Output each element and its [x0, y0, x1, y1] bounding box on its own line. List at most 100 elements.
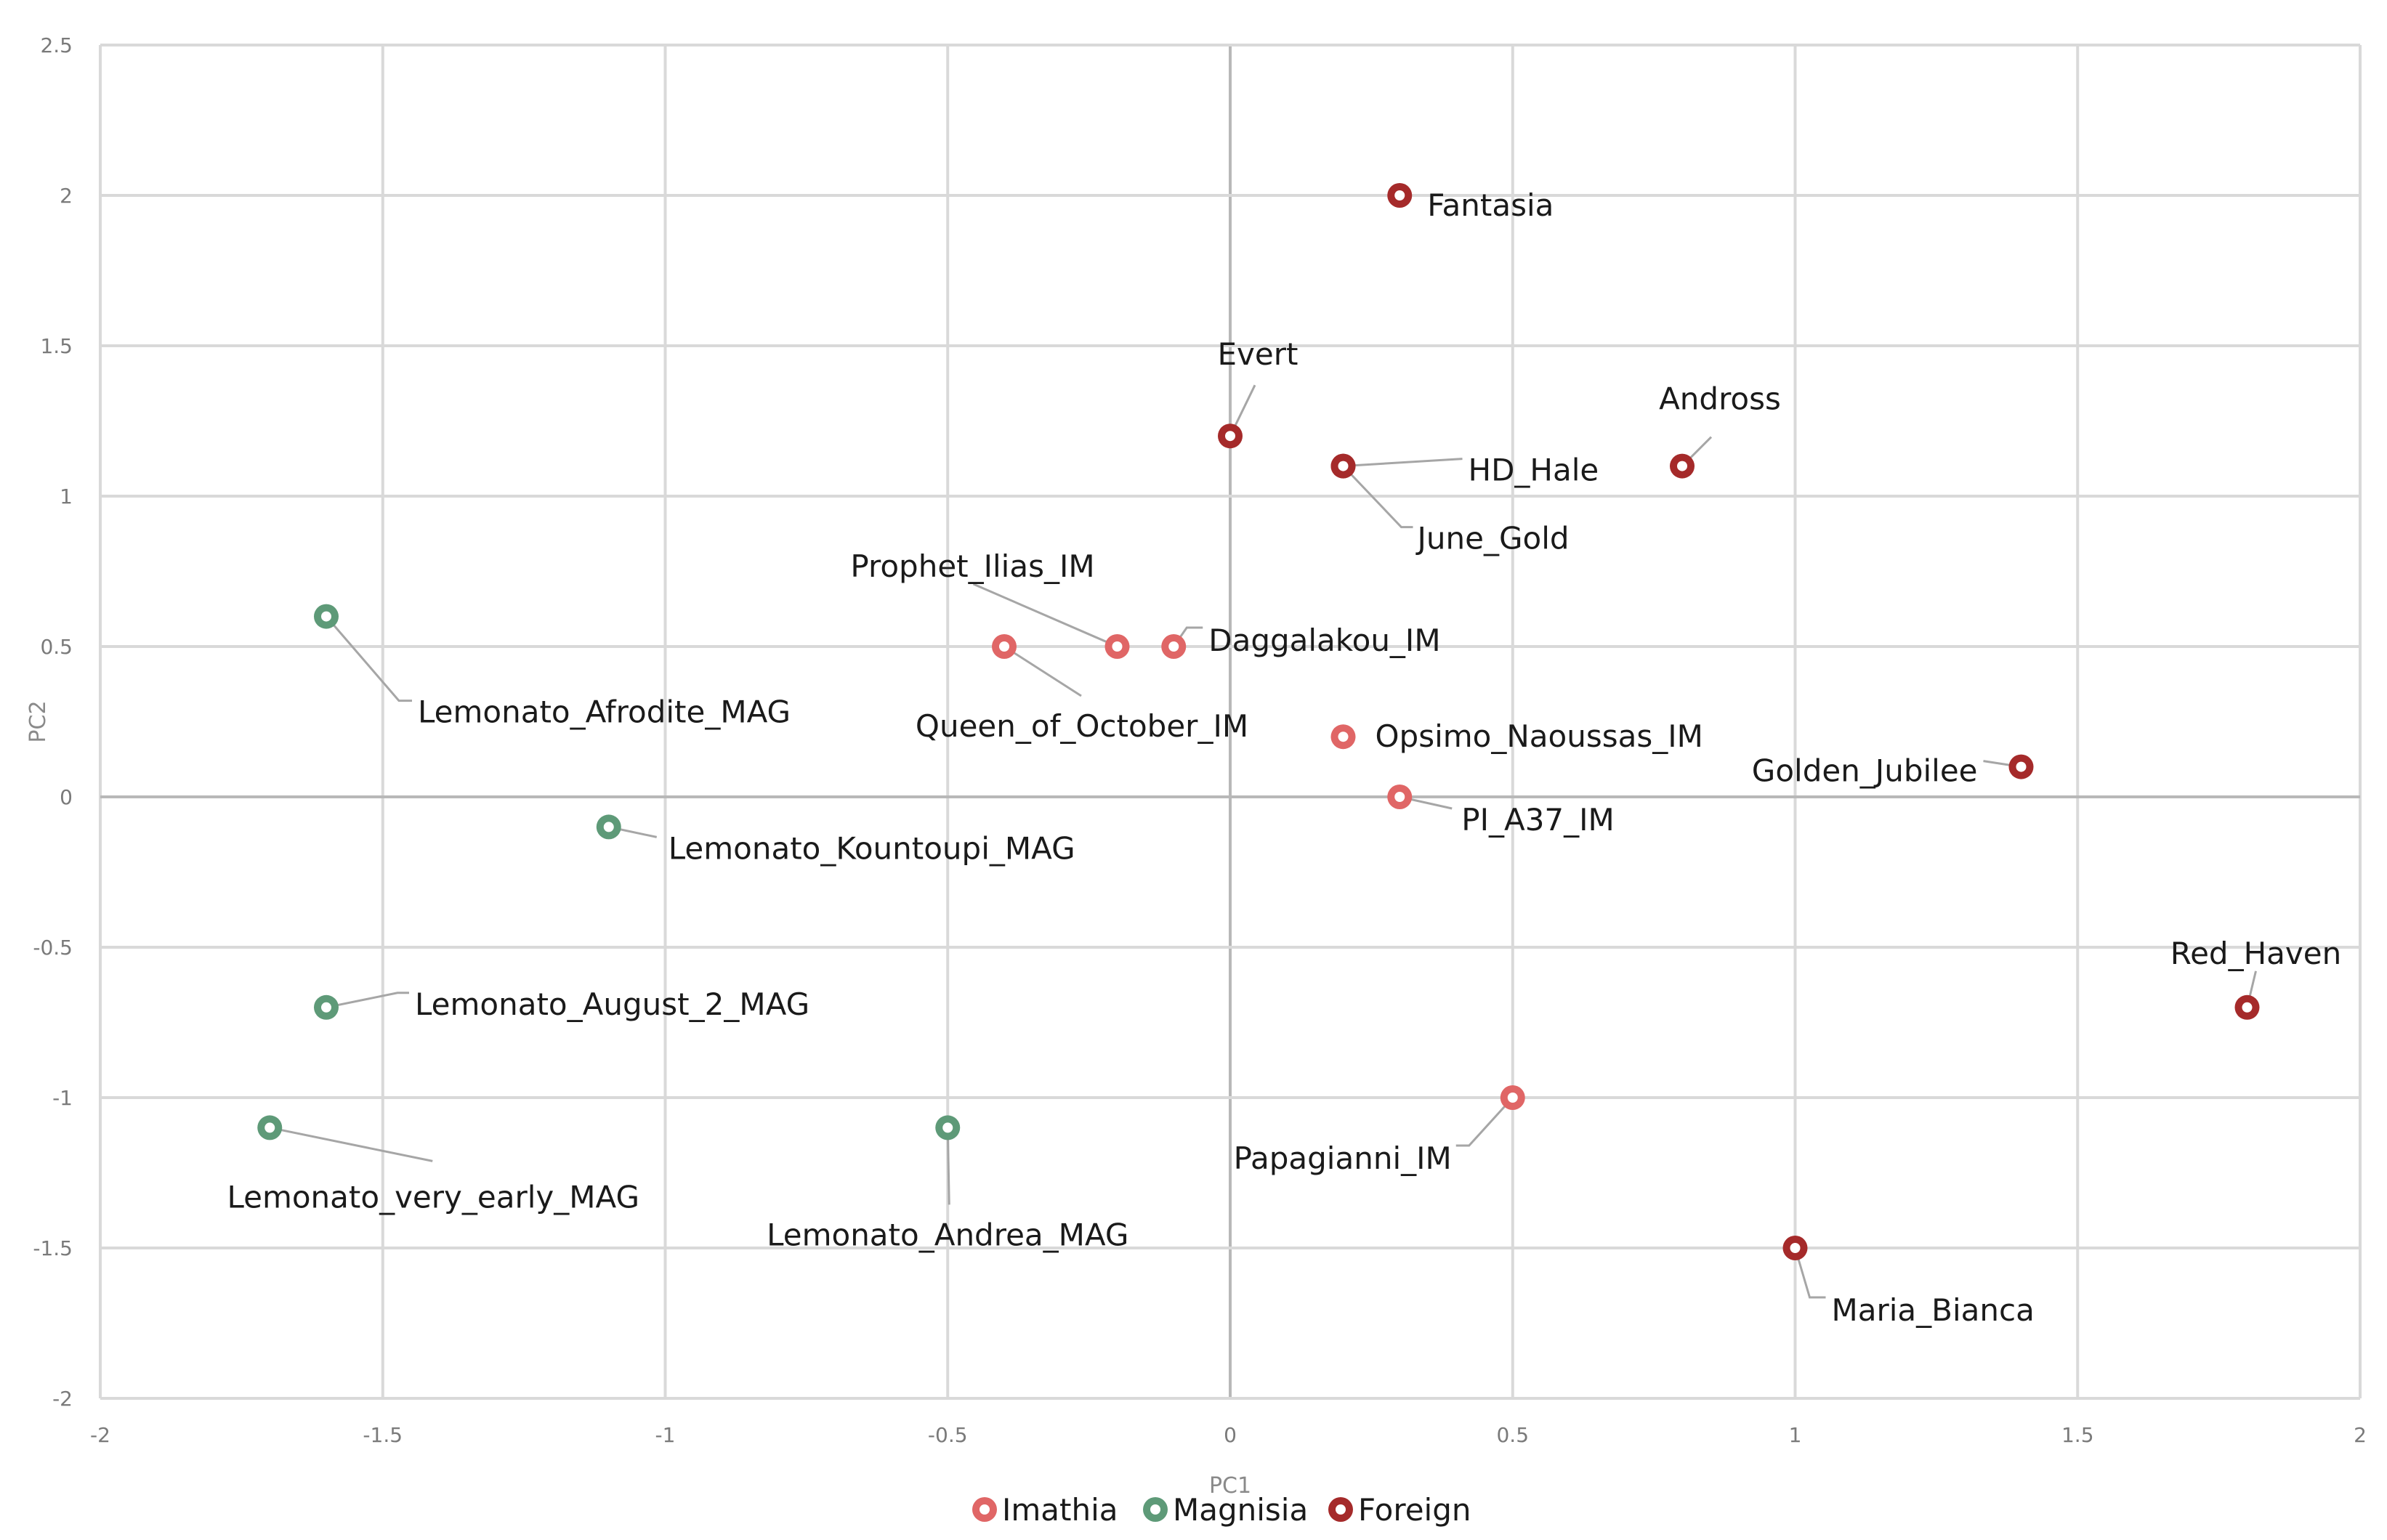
point-label: June_Gold — [1415, 521, 1570, 556]
scatter-point — [1670, 453, 1695, 479]
y-tick-label: 2 — [60, 184, 73, 208]
scatter-point — [1104, 634, 1130, 659]
x-tick-label: 2 — [2354, 1423, 2367, 1447]
scatter-point-center — [321, 611, 331, 622]
scatter-point-center — [1338, 732, 1349, 742]
scatter-point-center — [1677, 461, 1687, 471]
x-tick-label: -0.5 — [928, 1423, 968, 1447]
scatter-point-center — [264, 1122, 275, 1133]
point-label: PI_A37_IM — [1461, 802, 1615, 838]
point-label: Golden_Jubilee — [1752, 753, 1978, 789]
scatter-point-center — [1168, 641, 1179, 652]
point-label: Lemonato_Andrea_MAG — [767, 1217, 1128, 1252]
point-label: Lemonato_August_2_MAG — [415, 986, 809, 1022]
scatter-point — [1161, 634, 1187, 659]
point-labels: Prophet_Ilias_IM Daggalakou_IM Queen_of_Oc… — [227, 187, 2341, 1328]
data-points — [257, 183, 2260, 1260]
scatter-point — [1218, 423, 1243, 449]
legend-label: Magnisia — [1173, 1492, 1308, 1528]
x-tick-label: -2 — [90, 1423, 110, 1447]
scatter-point — [1782, 1236, 1808, 1260]
scatter-point-center — [1507, 1093, 1518, 1103]
scatter-point — [1330, 724, 1356, 750]
scatter-point-center — [1790, 1243, 1801, 1253]
y-tick-label: 0.5 — [40, 635, 73, 659]
y-tick-label: -2 — [52, 1387, 73, 1411]
scatter-point — [596, 814, 621, 840]
x-axis-title: PC1 — [1209, 1473, 1251, 1499]
point-label: Lemonato_Afrodite_MAG — [418, 694, 791, 730]
scatter-point-center — [1225, 431, 1235, 442]
axis-ticks: -2 -1.5 -1 -0.5 0 0.5 1 1.5 2 -2 -1.5 -1 -0.5 0 0.5 1 1.… — [33, 33, 2367, 1447]
label-leader-line — [1794, 1247, 1826, 1299]
x-tick-label: -1 — [655, 1423, 676, 1447]
scatter-point-center — [942, 1122, 953, 1133]
scatter-point-center — [603, 822, 614, 832]
scatter-point — [2234, 994, 2260, 1020]
label-leader-lines — [269, 384, 2257, 1299]
legend-marker-center — [1150, 1504, 1160, 1515]
label-leader-line — [946, 1127, 950, 1205]
scatter-point — [1330, 453, 1356, 479]
x-tick-label: 0.5 — [1496, 1423, 1529, 1447]
label-leader-line — [1342, 465, 1413, 529]
scatter-point — [257, 1115, 283, 1140]
point-label: HD_Hale — [1469, 453, 1599, 488]
scatter-point-center — [2242, 1002, 2253, 1013]
y-tick-label: 0 — [60, 785, 73, 809]
label-leader-line — [972, 583, 1118, 648]
label-leader-line — [325, 615, 412, 702]
point-label: Andross — [1659, 381, 1781, 417]
scatter-point — [935, 1115, 961, 1140]
scatter-point — [992, 634, 1017, 659]
x-tick-label: -1.5 — [363, 1423, 403, 1447]
y-tick-label: -0.5 — [33, 936, 73, 960]
legend-marker-center — [980, 1504, 990, 1515]
scatter-point — [1387, 183, 1413, 208]
point-label: Prophet_Ilias_IM — [850, 548, 1094, 584]
scatter-point-center — [1112, 641, 1123, 652]
scatter-point — [1500, 1085, 1525, 1110]
scatter-point-center — [321, 1002, 331, 1013]
x-tick-label: 1.5 — [2061, 1423, 2094, 1447]
legend: Imathia Magnisia Foreign — [972, 1492, 1471, 1528]
point-label: Opsimo_Naoussas_IM — [1376, 718, 1703, 754]
scatter-point — [314, 604, 339, 629]
y-tick-label: -1 — [52, 1086, 73, 1110]
point-label: Queen_of_October_IM — [916, 708, 1248, 744]
label-leader-line — [269, 1126, 433, 1162]
label-leader-line — [1003, 645, 1082, 697]
legend-item: Foreign — [1328, 1492, 1471, 1528]
legend-item: Imathia — [972, 1492, 1118, 1528]
point-label: Papagianni_IM — [1234, 1140, 1452, 1176]
legend-label: Imathia — [1002, 1492, 1118, 1528]
scatter-point — [314, 994, 339, 1020]
x-tick-label: 0 — [1224, 1423, 1237, 1447]
scatter-point — [1387, 785, 1413, 809]
scatter-point — [2008, 754, 2034, 779]
point-label: Daggalakou_IM — [1208, 623, 1440, 658]
label-leader-line — [1343, 458, 1463, 468]
scatter-point-center — [2016, 761, 2027, 772]
legend-marker-center — [1336, 1504, 1346, 1515]
point-label: Evert — [1218, 336, 1298, 372]
y-tick-label: 2.5 — [40, 33, 73, 57]
y-axis-title: PC2 — [25, 700, 51, 742]
label-leader-line — [326, 992, 409, 1009]
point-label: Fantasia — [1427, 187, 1554, 223]
point-label: Lemonato_Kountoupi_MAG — [669, 830, 1075, 866]
scatter-point-center — [1338, 461, 1349, 471]
point-label: Maria_Bianca — [1832, 1292, 2035, 1328]
grid-lines — [99, 44, 2362, 1400]
y-tick-label: -1.5 — [33, 1236, 73, 1260]
y-tick-label: 1.5 — [40, 334, 73, 358]
x-tick-label: 1 — [1789, 1423, 1802, 1447]
point-label: Lemonato_very_early_MAG — [227, 1179, 639, 1215]
scatter-point-center — [999, 641, 1009, 652]
y-tick-label: 1 — [60, 485, 73, 508]
point-label: Red_Haven — [2170, 936, 2341, 971]
scatter-point-center — [1394, 792, 1405, 802]
label-leader-line — [1455, 1096, 1514, 1147]
